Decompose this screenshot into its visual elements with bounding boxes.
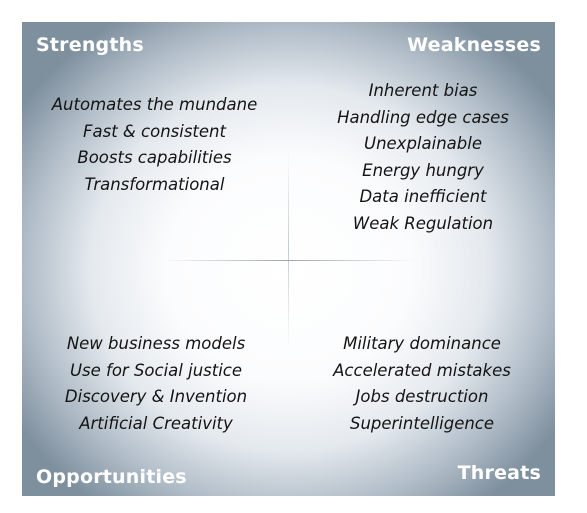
swot-board: Strengths Weaknesses Opportunities Threa… [22,22,555,496]
list-item: New business models [66,334,246,353]
list-item: Fast & consistent [83,121,226,141]
vertical-divider [288,150,289,350]
list-item: Handling edge cases [337,107,509,127]
horizontal-divider [162,260,416,261]
list-item: Inherent bias [368,81,478,100]
list-item: Automates the mundane [51,95,258,114]
list-item: Boosts capabilities [77,148,232,167]
threats-list: Military dominance Accelerated mistakes … [306,331,538,437]
opportunities-title: Opportunities [36,466,187,488]
list-item: Use for Social justice [69,360,243,380]
list-item: Superintelligence [349,413,495,433]
list-item: Energy hungry [362,160,484,180]
weaknesses-title: Weaknesses [407,34,541,56]
list-item: Accelerated mistakes [333,360,511,380]
list-item: Military dominance [343,334,501,353]
list-item: Discovery & Invention [64,387,248,406]
strengths-list: Automates the mundane Fast & consistent … [32,92,277,198]
list-item: Weak Regulation [352,213,494,233]
list-item: Transformational [84,174,225,194]
strengths-title: Strengths [36,34,144,56]
list-item: Jobs destruction [355,387,489,406]
list-item: Unexplainable [364,134,482,153]
threats-title: Threats [457,462,541,484]
list-item: Data inefficient [359,187,487,206]
weaknesses-list: Inherent bias Handling edge cases Unexpl… [312,78,534,237]
opportunities-list: New business models Use for Social justi… [38,331,274,437]
list-item: Artificial Creativity [79,413,233,433]
